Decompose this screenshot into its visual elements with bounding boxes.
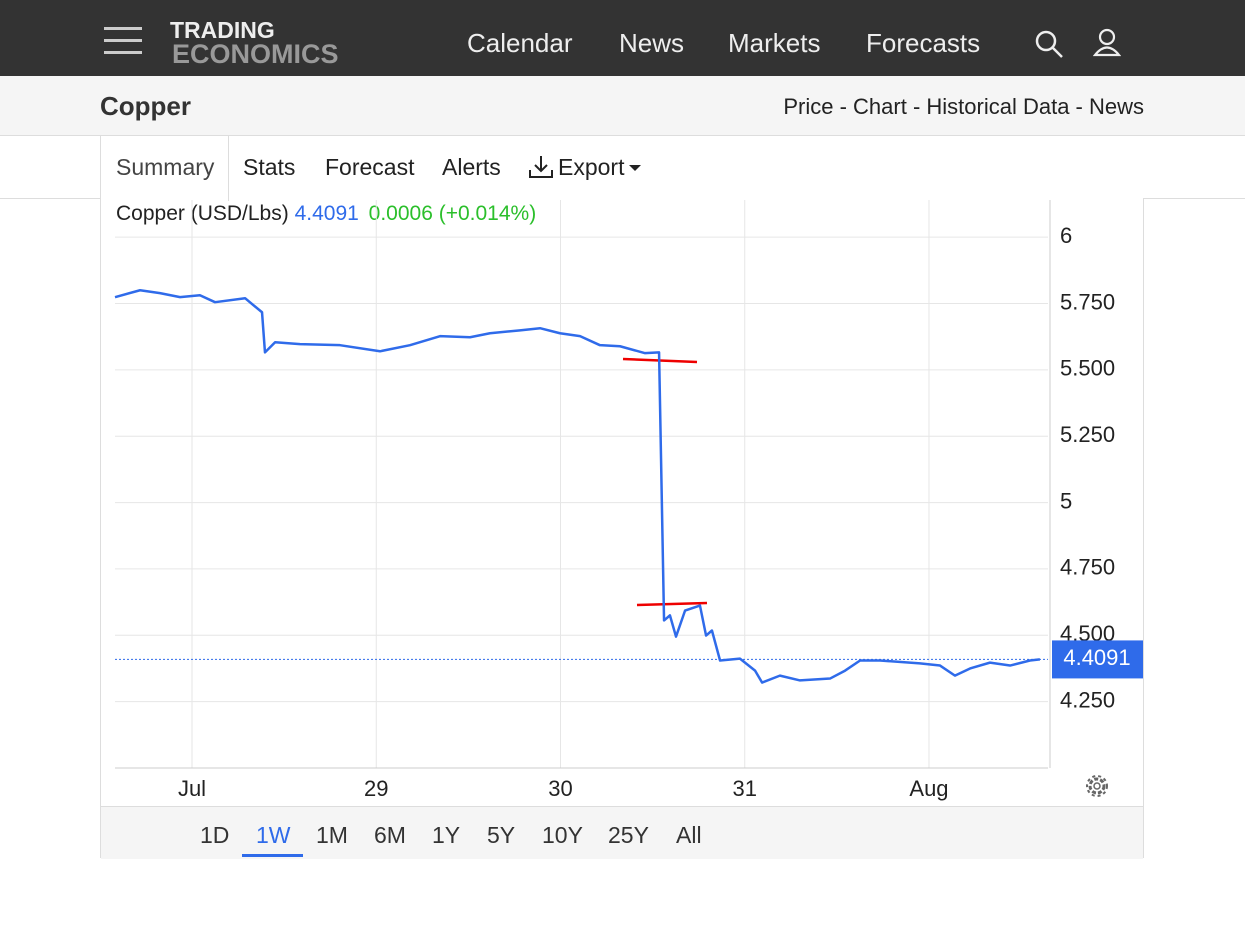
last-price-box — [1052, 640, 1143, 679]
nav-item[interactable]: Calendar — [467, 28, 573, 58]
y-tick-label: 5.500 — [1060, 356, 1115, 381]
top-bar: TRADING ECONOMICS Calendar News Markets … — [0, 0, 1245, 76]
range-button[interactable]: 10Y — [542, 822, 583, 848]
tab[interactable]: Alerts — [442, 154, 501, 180]
y-tick-label: 4.250 — [1060, 687, 1115, 712]
quote-price: 4.4091 — [294, 202, 359, 225]
range-button[interactable]: 1Y — [432, 822, 461, 848]
download-icon[interactable] — [528, 154, 554, 180]
range-button[interactable]: 25Y — [608, 822, 649, 848]
annotation-line — [636, 601, 708, 607]
x-tick-label: 31 — [732, 776, 756, 801]
y-tick-label: 4.750 — [1060, 555, 1115, 580]
tab[interactable]: Forecast — [325, 154, 415, 180]
tab[interactable]: Summary — [116, 154, 215, 180]
quote-name: Copper (USD/Lbs) — [116, 202, 289, 225]
x-tick-label: Aug — [909, 776, 948, 801]
logo-bottom[interactable]: ECONOMICS — [172, 39, 339, 69]
range-button[interactable]: 6M — [374, 822, 406, 848]
tab[interactable]: Stats — [243, 154, 296, 180]
quote-change-pct: (+0.014%) — [438, 202, 537, 225]
menu-icon[interactable] — [104, 26, 142, 56]
page-title: Copper — [100, 91, 191, 121]
tab[interactable]: Export — [558, 154, 625, 180]
logo-top[interactable]: TRADING — [170, 17, 275, 43]
range-button[interactable]: 1M — [316, 822, 348, 848]
active-tab-bg — [100, 135, 229, 201]
y-tick-label: 5.250 — [1060, 422, 1115, 447]
divider — [0, 198, 100, 199]
last-price-label: 4.4091 — [1063, 645, 1130, 670]
nav-item[interactable]: News — [619, 28, 685, 58]
user-icon[interactable] — [1093, 28, 1121, 58]
y-tick-label: 5 — [1060, 488, 1072, 513]
range-button[interactable]: 5Y — [487, 822, 516, 848]
active-underline — [242, 854, 303, 857]
search-icon[interactable] — [1034, 29, 1064, 59]
x-tick-label: 29 — [364, 776, 388, 801]
quote-line: Copper (USD/Lbs) 4.4091 0.0006 (+0.014%) — [116, 202, 536, 226]
divider — [1143, 198, 1245, 199]
x-tick-label: 30 — [548, 776, 572, 801]
sub-header: Copper Price - Chart - Historical Data -… — [0, 76, 1245, 136]
nav-item[interactable]: Markets — [728, 28, 821, 58]
range-bar — [101, 806, 1143, 859]
caret-icon[interactable] — [628, 163, 642, 173]
y-tick-label: 5.750 — [1060, 289, 1115, 314]
y-tick-label: 6 — [1060, 223, 1072, 248]
x-tick-label: Jul — [178, 776, 206, 801]
quote-change: 0.0006 — [368, 202, 433, 225]
range-button[interactable]: 1W — [256, 822, 291, 848]
range-button[interactable]: All — [676, 822, 702, 848]
header-links[interactable]: Price - Chart - Historical Data - News — [783, 94, 1144, 119]
range-button[interactable]: 1D — [200, 822, 230, 848]
nav-item[interactable]: Forecasts — [866, 28, 981, 58]
price-line — [114, 288, 1041, 684]
settings-icon[interactable] — [1086, 775, 1108, 797]
